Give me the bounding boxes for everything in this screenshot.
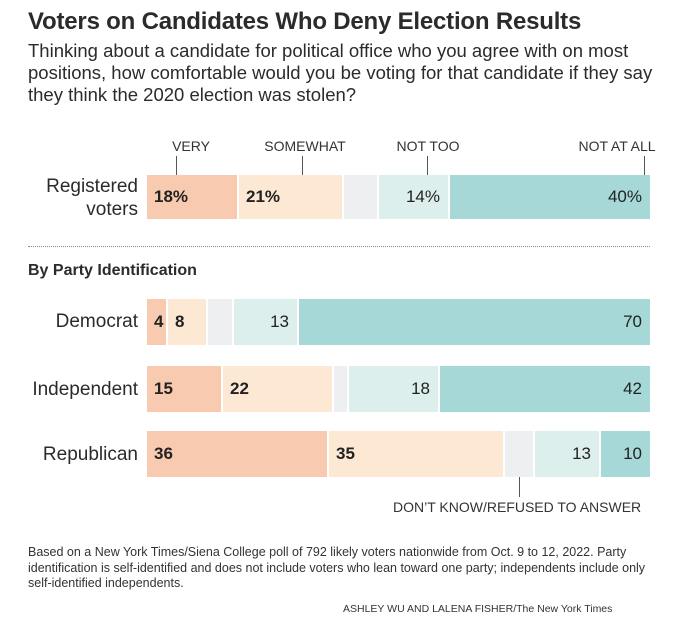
- bar-segment-not-too: [535, 431, 599, 477]
- bar-segment-very: [147, 431, 327, 477]
- bar-segment-somewhat: [239, 175, 342, 219]
- data-label-somewhat: 35: [336, 444, 355, 463]
- row-label-line: Democrat: [55, 311, 138, 332]
- row-label: Republican: [43, 443, 138, 466]
- row-label: Registered voters: [46, 175, 138, 221]
- legend-tick-not-too: [427, 156, 428, 175]
- bar-segment-dk: [334, 366, 347, 412]
- row-label-line: Registered: [46, 176, 138, 197]
- section-heading: By Party Identification: [28, 262, 197, 279]
- row-label-line: Republican: [42, 444, 138, 465]
- bar-segment-very: [147, 299, 166, 345]
- legend-label-not-at-all: NOT AT ALL: [578, 138, 656, 154]
- data-label-very: 18%: [154, 187, 189, 206]
- row-label: Independent: [32, 378, 138, 401]
- bar-segment-somewhat: [329, 431, 503, 477]
- data-label-not-at-all: 70: [623, 312, 642, 331]
- legend-label-very: VERY: [172, 138, 210, 154]
- bar-segment-very: [147, 175, 237, 219]
- data-label-very: 36: [154, 444, 173, 463]
- bar-segment-not-too: [379, 175, 448, 219]
- data-label-very: 15: [154, 379, 173, 398]
- chart-title: Voters on Candidates Who Deny Election R…: [28, 8, 582, 35]
- legend-tick-not-at-all: [644, 156, 645, 175]
- bar-segment-not-too: [234, 299, 297, 345]
- bar-segment-not-at-all: [440, 366, 650, 412]
- legend-label-not-too: NOT TOO: [396, 138, 460, 154]
- chart-subtitle: Thinking about a candidate for political…: [28, 40, 653, 105]
- data-label-not-too: 13: [270, 312, 289, 331]
- data-label-not-too: 18: [411, 379, 430, 398]
- data-label-somewhat: 22: [230, 379, 249, 398]
- row-label: Democrat: [56, 310, 138, 333]
- bar-segment-dk: [344, 175, 377, 219]
- data-label-not-too: 14%: [405, 187, 440, 206]
- legend-label-somewhat: SOMEWHAT: [264, 138, 346, 154]
- legend-tick-somewhat: [302, 156, 303, 175]
- bar-segment-somewhat: [168, 299, 206, 345]
- row-label-line: voters: [86, 199, 138, 220]
- data-label-not-at-all: 40%: [607, 187, 642, 206]
- bar-segment-not-too: [349, 366, 438, 412]
- bar-segment-not-at-all: [601, 431, 650, 477]
- data-label-somewhat: 8: [175, 312, 185, 331]
- data-label-not-at-all: 42: [623, 379, 642, 398]
- dk-label: DON’T KNOW/REFUSED TO ANSWER: [393, 499, 642, 515]
- row-label-line: Independent: [32, 379, 138, 400]
- bar-segment-somewhat: [223, 366, 332, 412]
- source-note: Based on a New York Times/Siena College …: [28, 545, 646, 590]
- dk-tick: [519, 477, 520, 497]
- legend-tick-very: [176, 156, 177, 175]
- data-label-not-too: 13: [572, 444, 591, 463]
- data-label-very: 4: [154, 312, 164, 331]
- bar-segment-not-at-all: [299, 299, 650, 345]
- data-label-not-at-all: 10: [623, 444, 642, 463]
- bar-segment-not-at-all: [450, 175, 650, 219]
- section-divider: [28, 246, 650, 247]
- bar-segment-dk: [505, 431, 533, 477]
- data-label-somewhat: 21%: [246, 187, 281, 206]
- credit-line: ASHLEY WU AND LALENA FISHER/The New York…: [343, 603, 613, 615]
- bar-segment-very: [147, 366, 221, 412]
- bar-segment-dk: [208, 299, 232, 345]
